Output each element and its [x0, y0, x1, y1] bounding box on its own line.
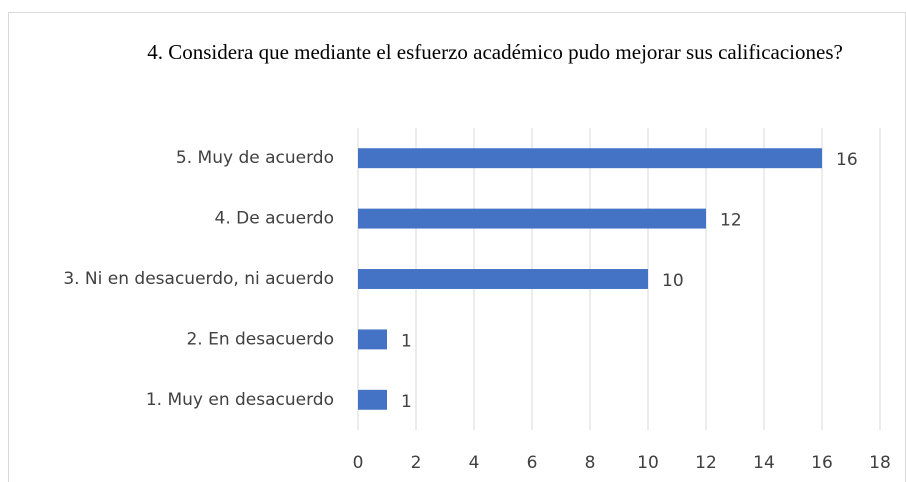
- x-tick-label: 10: [637, 453, 659, 473]
- x-tick-label: 14: [753, 453, 775, 473]
- x-tick-label: 6: [527, 453, 538, 473]
- y-tick-label: 3. Ni en desacuerdo, ni acuerdo: [63, 269, 334, 289]
- x-tick-label: 8: [585, 453, 596, 473]
- x-tick-label: 18: [869, 453, 891, 473]
- data-label: 1: [401, 331, 412, 351]
- x-tick-label: 4: [469, 453, 480, 473]
- data-label: 16: [836, 150, 858, 170]
- bar: [358, 148, 822, 169]
- x-tick-label: 2: [411, 453, 422, 473]
- bar: [358, 269, 648, 289]
- x-tick-label: 0: [353, 453, 364, 473]
- y-tick-label: 4. De acuerdo: [215, 209, 334, 229]
- data-label: 10: [662, 271, 684, 291]
- data-label: 1: [401, 392, 412, 412]
- y-tick-label: 5. Muy de acuerdo: [176, 148, 334, 168]
- data-label: 12: [720, 211, 742, 231]
- x-tick-label: 12: [695, 453, 717, 473]
- bar: [358, 208, 706, 229]
- y-tick-label: 2. En desacuerdo: [186, 329, 334, 349]
- bar: [358, 389, 387, 410]
- chart-title: 4. Considera que mediante el esfuerzo ac…: [147, 40, 843, 64]
- bar: [358, 329, 387, 350]
- y-tick-label: 1. Muy en desacuerdo: [146, 390, 334, 410]
- x-tick-label: 16: [811, 453, 833, 473]
- chart-frame: [8, 12, 906, 482]
